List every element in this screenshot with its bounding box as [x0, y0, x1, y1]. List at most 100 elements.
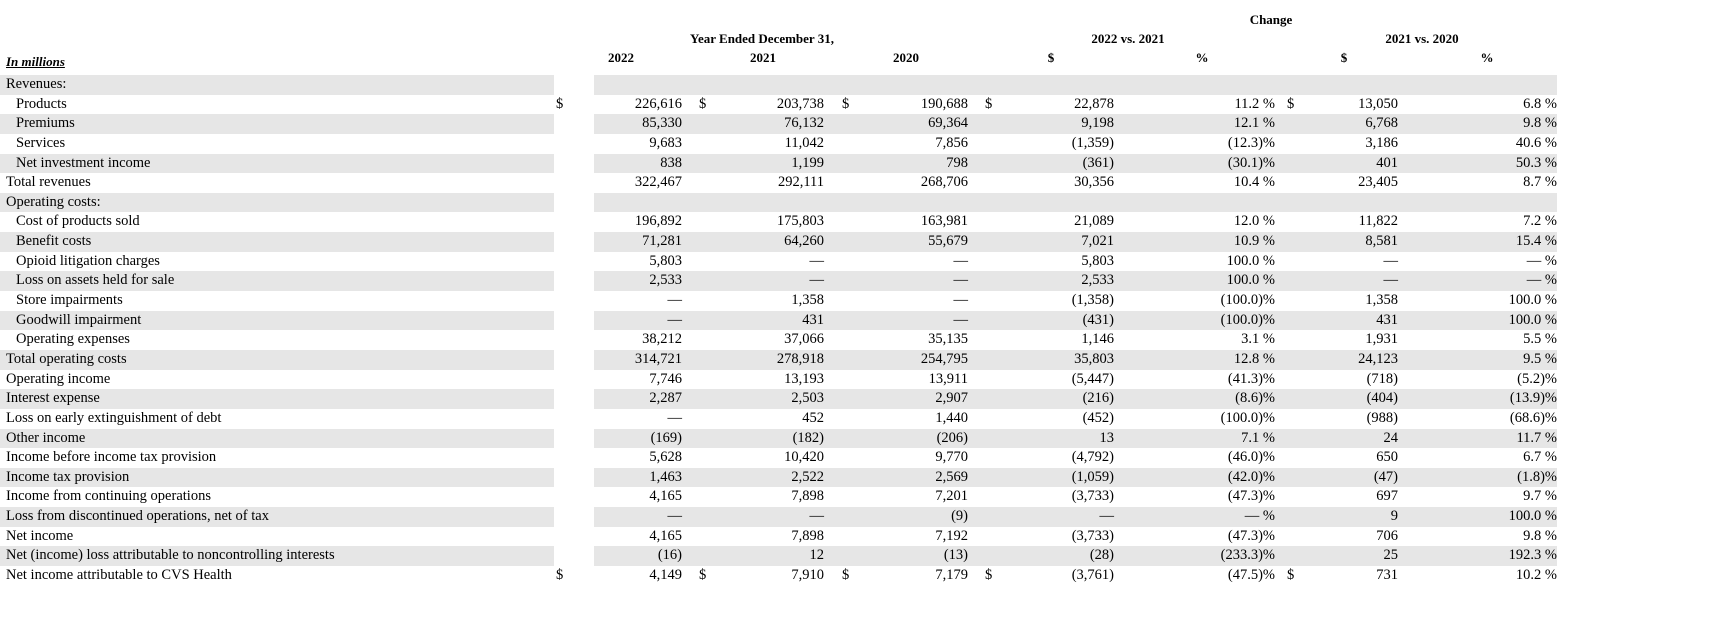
row-label: Loss on assets held for sale [16, 272, 175, 289]
cell-chg1-pct: 12.8 % [1233, 350, 1275, 367]
row-label: Income before income tax provision [6, 449, 217, 466]
cell-chg2-dollar: (988) [1366, 409, 1398, 426]
cell-v2021: 76,132 [784, 115, 824, 132]
table-row: Income tax provision 1,463 2,522 2,569 (1,05… [0, 467, 1723, 488]
cell-chg2-dollar: 13,050 [1358, 95, 1398, 112]
cell-chg2-dollar: 650 [1376, 449, 1398, 466]
cell-chg1-dollar: (1,358) [1071, 292, 1114, 309]
cell-chg1-pct: (42.0)% [1227, 468, 1275, 485]
cell-v2022: 4,165 [649, 527, 682, 544]
units-label: In millions [6, 54, 65, 69]
cell-chg2-pct: 15.4 % [1515, 233, 1557, 250]
cell-v2020: (9) [951, 508, 968, 525]
income-statement-table: Revenues: Products 226,616 203,738 190,688 22… [0, 75, 1723, 586]
cell-chg1-dollar: 7,021 [1081, 233, 1114, 250]
change-percent-header-1: % [1195, 50, 1209, 65]
cell-chg1-pct: 3.1 % [1241, 331, 1275, 348]
cell-v2022: 71,281 [642, 233, 682, 250]
table-row: Benefit costs 71,281 64,260 55,679 7,021 10.9… [0, 232, 1723, 252]
cell-chg1-dollar: (361) [1082, 154, 1114, 171]
cell-chg1-pct: (41.3)% [1227, 370, 1275, 387]
cell-v2020: — [953, 292, 969, 309]
cell-chg2-dollar: 431 [1376, 311, 1398, 328]
row-label: Revenues: [6, 76, 67, 92]
cell-chg2-pct: 11.7 % [1516, 429, 1557, 446]
currency-symbol: $ [699, 567, 707, 584]
cell-chg2-pct: (1.8)% [1517, 468, 1557, 485]
cell-v2020: 1,440 [935, 409, 968, 426]
row-label: Income tax provision [6, 468, 130, 485]
cell-chg1-dollar: 21,089 [1074, 213, 1114, 230]
cell-v2020: 163,981 [920, 213, 968, 230]
cell-v2020: 55,679 [928, 233, 968, 250]
cell-chg1-dollar: (452) [1082, 409, 1114, 426]
table-row: Operating income 7,746 13,193 13,911 (5,447)… [0, 370, 1723, 390]
table-row: Premiums 85,330 76,132 69,364 9,198 12.1 % 6,7… [0, 114, 1723, 134]
cell-chg2-pct: 8.7 % [1523, 174, 1557, 191]
cell-v2021: 7,898 [791, 488, 824, 505]
cell-v2021: 13,193 [784, 370, 824, 387]
currency-symbol: $ [1287, 95, 1295, 112]
cell-v2022: 38,212 [642, 331, 682, 348]
table-row: Cost of products sold 196,892 175,803 163,9… [0, 212, 1723, 232]
cell-chg1-pct: (8.6)% [1235, 390, 1275, 407]
cell-v2022: 85,330 [642, 115, 682, 132]
cell-chg2-pct: 9.5 % [1523, 350, 1557, 367]
row-label: Net income [6, 527, 74, 544]
cell-v2020: 7,201 [935, 488, 968, 505]
cell-v2021: 2,503 [791, 390, 824, 407]
year-2020-header: 2020 [893, 50, 919, 65]
cell-chg1-dollar: 2,533 [1081, 272, 1114, 289]
cell-chg1-pct: (30.1)% [1227, 154, 1275, 171]
cell-chg1-pct: 11.2 % [1234, 95, 1275, 112]
cell-v2020: (206) [936, 429, 968, 446]
change-percent-header-2: % [1480, 50, 1494, 65]
table-row: Opioid litigation charges 5,803 — — 5,803 100… [0, 252, 1723, 272]
table-row: Other income (169) (182) (206) 13 7.1 % 24 11.7… [0, 428, 1723, 449]
row-label: Other income [6, 429, 86, 446]
table-row: Loss on assets held for sale 2,533 — — 2,533… [0, 271, 1723, 292]
cell-chg2-dollar: 731 [1376, 567, 1398, 584]
cell-chg2-pct: 100.0 % [1508, 508, 1557, 525]
cell-chg2-pct: 192.3 % [1508, 547, 1557, 564]
cell-chg1-pct: 10.4 % [1233, 174, 1275, 191]
cell-chg1-dollar: (216) [1082, 390, 1114, 407]
cell-chg2-pct: 6.7 % [1523, 449, 1557, 466]
cell-chg1-dollar: — [1099, 508, 1115, 525]
table-row: Income before income tax provision 5,628 1… [0, 448, 1723, 468]
cell-v2021: — [809, 508, 825, 525]
cell-chg2-dollar: 9 [1390, 508, 1398, 525]
cell-chg2-dollar: (718) [1366, 370, 1398, 387]
cell-chg1-dollar: (3,733) [1071, 488, 1114, 505]
cell-v2020: — [953, 252, 969, 269]
cell-v2021: — [809, 272, 825, 289]
cell-v2021: 12 [809, 547, 825, 564]
cell-chg2-dollar: 706 [1376, 527, 1398, 544]
table-row: Income from continuing operations 4,165 7,… [0, 487, 1723, 507]
cell-chg2-pct: 7.2 % [1523, 213, 1557, 230]
cell-v2020: — [953, 311, 969, 328]
cell-chg2-pct: (68.6)% [1509, 409, 1557, 426]
cell-v2021: 292,111 [777, 174, 824, 191]
cell-chg1-dollar: (1,359) [1071, 134, 1114, 151]
cell-chg1-pct: 7.1 % [1241, 429, 1275, 446]
table-row: Net income 4,165 7,898 7,192 (3,733) (47.3)% 7… [0, 527, 1723, 547]
cell-v2020: 798 [946, 154, 968, 171]
cell-v2021: 278,918 [776, 350, 824, 367]
cell-v2020: 2,569 [935, 468, 968, 485]
cell-chg1-dollar: 9,198 [1081, 115, 1114, 132]
cell-chg1-pct: 12.0 % [1233, 213, 1275, 230]
cell-v2020: 268,706 [920, 174, 968, 191]
cell-v2020: — [953, 272, 969, 289]
cell-v2022: 7,746 [649, 370, 682, 387]
year-2021-header: 2021 [750, 50, 776, 65]
cell-v2022: — [667, 292, 683, 309]
cell-v2022: 838 [660, 154, 682, 171]
cell-chg2-pct: (5.2)% [1517, 370, 1557, 387]
cell-chg1-pct: 100.0 % [1226, 272, 1275, 289]
cell-v2021: 11,042 [784, 134, 824, 151]
currency-symbol: $ [985, 95, 993, 112]
row-label: Operating expenses [16, 331, 130, 348]
row-label: Premiums [16, 115, 75, 132]
row-label: Benefit costs [16, 233, 92, 250]
